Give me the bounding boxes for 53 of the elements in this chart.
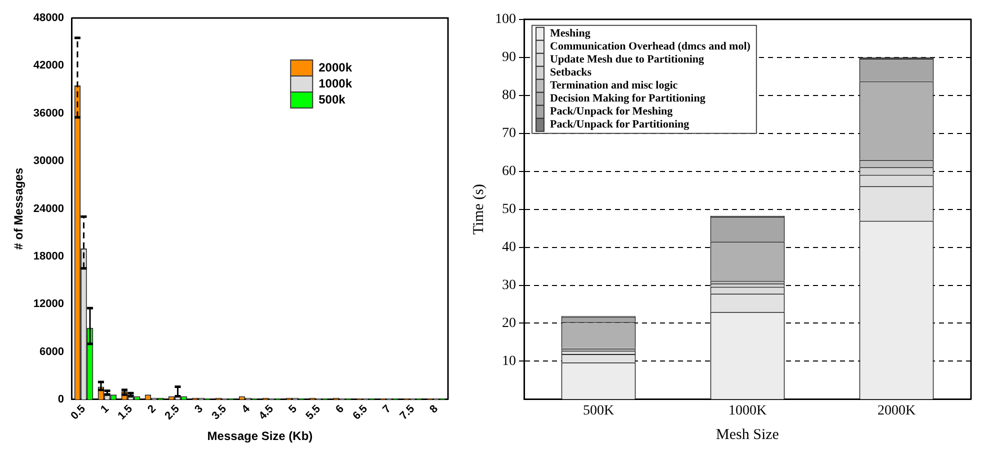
- x-tick-label: 1000K: [728, 403, 767, 418]
- x-tick-label: 1.5: [116, 402, 136, 422]
- legend-label: Termination and misc logic: [550, 80, 678, 92]
- legend-label: 1000k: [318, 76, 352, 90]
- y-tick-label: 42000: [33, 60, 64, 72]
- x-tick-label: 2000K: [877, 403, 916, 418]
- x-tick-label: 2.5: [162, 402, 182, 422]
- x-tick-label: 4: [240, 402, 254, 416]
- x-tick-label: 6.5: [350, 402, 370, 422]
- y-tick-label: 36000: [33, 107, 64, 120]
- y-tick-label: 0: [58, 393, 64, 406]
- legend-label: Pack/Unpack for Partitioning: [550, 118, 690, 131]
- x-tick-label: 7: [380, 402, 394, 416]
- x-tick-label: 4.5: [256, 402, 276, 422]
- legend-label: Communication Overhead (dmcs and mol): [550, 40, 751, 53]
- legend-label: Decision Making for Partitioning: [550, 92, 706, 105]
- x-tick-label: 2: [146, 402, 159, 416]
- y-axis-title: Time (s): [470, 184, 487, 235]
- legend-label: Meshing: [550, 28, 591, 40]
- x-tick-label: 7.5: [398, 402, 418, 422]
- x-tick-label: 500K: [582, 403, 614, 418]
- x-tick-label: 5: [286, 402, 300, 416]
- x-axis-title: Mesh Size: [716, 426, 780, 443]
- y-tick-label: 30000: [33, 155, 64, 168]
- x-tick-label: 8: [428, 402, 441, 416]
- x-tick-label: 0.5: [68, 402, 88, 422]
- y-tick-label: 24000: [33, 202, 64, 215]
- y-tick-label: 48000: [33, 12, 64, 24]
- legend-label: Update Mesh due to Partitioning: [550, 54, 704, 66]
- y-tick-label: 12000: [33, 298, 64, 310]
- y-tick-label: 40: [502, 240, 516, 255]
- legend-label: Setbacks: [550, 66, 592, 79]
- legend-label: 2000k: [318, 60, 352, 74]
- y-tick-label: 60: [502, 164, 516, 179]
- y-tick-label: 80: [502, 88, 516, 104]
- x-tick-label: 3: [192, 402, 206, 416]
- legend-label: 500k: [318, 92, 346, 106]
- y-tick-label: 50: [502, 202, 516, 217]
- y-tick-label: 100: [495, 12, 516, 28]
- y-tick-label: 30: [502, 278, 516, 293]
- y-tick-label: 90: [502, 50, 516, 66]
- x-tick-label: 5.5: [304, 402, 324, 422]
- x-tick-label: 3.5: [210, 402, 230, 422]
- y-tick-label: 70: [502, 126, 516, 142]
- y-tick-label: 6000: [40, 346, 64, 358]
- y-tick-label: 10: [502, 354, 516, 369]
- y-axis-title: # of Messages: [12, 167, 26, 250]
- y-tick-label: 18000: [33, 250, 64, 262]
- legend-label: Pack/Unpack for Meshing: [550, 106, 674, 118]
- x-axis-title: Message Size (Kb): [207, 429, 313, 444]
- y-tick-label: 20: [502, 316, 516, 331]
- x-tick-label: 6: [334, 402, 347, 416]
- x-tick-label: 1: [98, 402, 112, 416]
